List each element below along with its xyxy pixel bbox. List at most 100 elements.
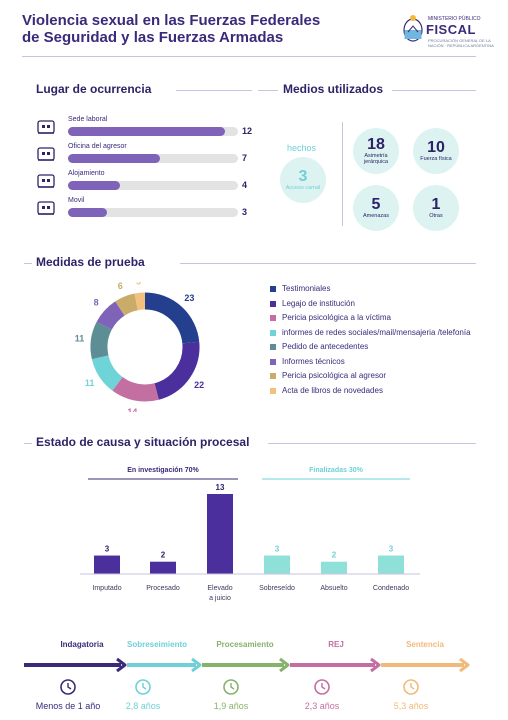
legend-item: informes de redes sociales/mail/mensajer… bbox=[270, 328, 480, 338]
bar bbox=[68, 127, 225, 136]
legend-label: Pericia psicológica a la víctima bbox=[282, 313, 391, 322]
medios-divider-right bbox=[392, 90, 476, 91]
bar bbox=[264, 555, 290, 574]
legend-item: Pedido de antecedentes bbox=[270, 342, 480, 352]
desk-icon bbox=[36, 145, 56, 163]
logo-sub-text: PROCURACIÓN GENERAL DE LA NACIÓN · REPÚB… bbox=[428, 38, 494, 48]
bar-value-label: 2 bbox=[161, 551, 166, 560]
donut-value-label: 11 bbox=[85, 378, 95, 388]
donut-slice bbox=[134, 292, 146, 311]
donut-slice bbox=[96, 301, 125, 331]
donut-slice bbox=[144, 292, 200, 344]
category-label: Absuelto bbox=[320, 585, 347, 592]
donut-value-label: 23 bbox=[184, 293, 194, 303]
medio-acceso-carnal: 3 Acceso carnal bbox=[280, 157, 326, 203]
legend-item: Informes técnicos bbox=[270, 357, 480, 367]
bar-track bbox=[68, 127, 238, 136]
logo-top-text: MINISTERIO PÚBLICO bbox=[428, 16, 481, 22]
group-label: Finalizadas 30% bbox=[309, 467, 363, 474]
medio-amenazas: 5 Amenazas bbox=[353, 185, 399, 231]
medio-value: 5 bbox=[371, 196, 381, 213]
medio-label: Amenazas bbox=[363, 213, 389, 219]
bar-value-label: 2 bbox=[332, 551, 337, 560]
logo-main-text: FISCAL bbox=[426, 22, 476, 37]
bar-category-label: Movil bbox=[68, 197, 85, 204]
donut-value-label: 8 bbox=[94, 298, 99, 308]
timeline-duration: Menos de 1 año bbox=[36, 701, 101, 711]
clock-icon bbox=[223, 679, 239, 695]
donut-slice bbox=[154, 341, 200, 400]
title-line-2: de Seguridad y las Fuerzas Armadas bbox=[22, 29, 284, 46]
timeline-stage-label: Indagatoria bbox=[60, 640, 104, 649]
legend-label: Acta de libros de novedades bbox=[282, 385, 383, 395]
bar-value-label: 12 bbox=[242, 126, 253, 136]
medio-value: 1 bbox=[431, 196, 441, 213]
lugar-bar-chart: Sede laboral 12 Oficina del agresor 7 Alojam… bbox=[0, 0, 260, 230]
donut-slice bbox=[115, 293, 139, 316]
legend-label: Testimoniales bbox=[282, 284, 331, 293]
title-line-1: Violencia sexual en las Fuerzas Federale… bbox=[22, 12, 321, 29]
estado-bar-chart: En investigación 70% 3 Imputado 2 Procesado 1… bbox=[80, 467, 420, 602]
medidas-divider-right bbox=[180, 263, 476, 264]
bar-value-label: 7 bbox=[242, 153, 248, 163]
legend-label: Pedido de antecedentes bbox=[282, 342, 369, 351]
page-title: Violencia sexual en las Fuerzas Federale… bbox=[22, 12, 342, 46]
clock-icon bbox=[314, 679, 330, 695]
fiscal-logo: MINISTERIO PÚBLICO FISCAL PROCURACIÓN GE… bbox=[398, 14, 498, 54]
coat-of-arms-icon bbox=[403, 15, 423, 42]
donut-value-label: 14 bbox=[127, 407, 137, 412]
category-label: Sobreseído bbox=[259, 585, 295, 592]
hechos-label: hechos bbox=[287, 143, 317, 153]
medidas-legend: Testimoniales Legajo de institución Perici… bbox=[270, 284, 480, 400]
donut-value-label: 22 bbox=[194, 380, 204, 390]
category-label: Condenado bbox=[373, 585, 409, 592]
lugar-divider bbox=[176, 90, 252, 91]
medio-label: Asimetría jerárquica bbox=[363, 153, 389, 165]
bar-value-label: 4 bbox=[242, 180, 248, 190]
medio-label: Otras bbox=[429, 213, 443, 219]
arrow-chevron-icon bbox=[191, 657, 202, 673]
bar-track bbox=[68, 208, 238, 217]
donut-value-label: 11 bbox=[75, 334, 85, 344]
category-label: Procesado bbox=[146, 585, 180, 592]
legend-item: Legajo de institución bbox=[270, 299, 480, 309]
bar bbox=[207, 494, 233, 574]
bar-value-label: 3 bbox=[105, 545, 110, 554]
bar bbox=[150, 561, 176, 574]
timeline-stage-label: REJ bbox=[328, 640, 344, 649]
timeline-duration: 2,3 años bbox=[305, 701, 340, 711]
donut-slice bbox=[90, 321, 112, 360]
medios-divider-left bbox=[258, 90, 278, 91]
donut-slice bbox=[112, 376, 159, 402]
bar-value-label: 3 bbox=[275, 545, 280, 554]
legend-item: Pericia psicológica al agresor bbox=[270, 371, 480, 381]
medios-vertical-divider bbox=[342, 122, 343, 226]
donut-value-label: 3 bbox=[136, 282, 141, 286]
bar-category-label: Alojamiento bbox=[68, 170, 105, 177]
medio-label: Acceso carnal bbox=[285, 185, 321, 191]
medidas-donut-chart: 23 22 14 11 11 8 6 3 bbox=[75, 282, 204, 412]
timeline-duration: 1,9 años bbox=[214, 701, 249, 711]
arrow-chevron-icon bbox=[370, 657, 381, 673]
header-divider bbox=[22, 56, 476, 57]
donut-value-label: 6 bbox=[118, 282, 123, 291]
clock-icon bbox=[403, 679, 419, 695]
timeline-chart: Indagatoria Menos de 1 año Sobreseimiento 2… bbox=[24, 640, 470, 711]
bar-value-label: 3 bbox=[242, 207, 248, 217]
medio-label: Fuerza física bbox=[420, 156, 452, 162]
section-title-lugar: Lugar de ocurrencia bbox=[36, 82, 152, 96]
bar-value-label: 13 bbox=[216, 483, 225, 492]
legend-item: Pericia psicológica a la víctima bbox=[270, 313, 480, 323]
timeline-duration: 5,3 años bbox=[394, 701, 429, 711]
legend-swatch bbox=[270, 329, 276, 336]
clock-icon bbox=[60, 679, 76, 695]
car-icon bbox=[36, 199, 56, 217]
bar bbox=[94, 555, 120, 574]
medio-value: 10 bbox=[427, 139, 445, 156]
category-label: Imputado bbox=[92, 585, 121, 592]
group-label: En investigación 70% bbox=[127, 467, 199, 474]
estado-divider-left bbox=[24, 443, 32, 444]
office-building-icon bbox=[36, 118, 56, 136]
legend-label: Pericia psicológica al agresor bbox=[282, 371, 387, 380]
category-label: Elevado bbox=[207, 585, 232, 592]
